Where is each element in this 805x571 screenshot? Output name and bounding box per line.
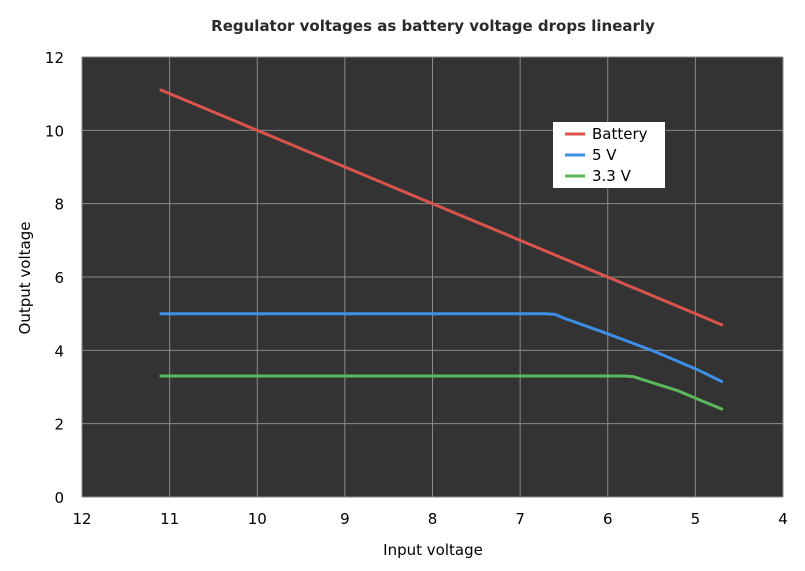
- x-tick-label: 4: [778, 510, 788, 528]
- y-tick-label: 4: [54, 342, 64, 360]
- x-tick-label: 10: [248, 510, 267, 528]
- x-tick-label: 8: [428, 510, 438, 528]
- series-line-battery: [159, 88, 724, 327]
- x-tick-label: 11: [160, 510, 179, 528]
- y-axis-label: Output voltage: [16, 222, 34, 335]
- chart-title: Regulator voltages as battery voltage dr…: [211, 17, 655, 35]
- legend-label: Battery: [592, 125, 648, 143]
- x-tick-label: 7: [515, 510, 525, 528]
- x-tick-label: 6: [603, 510, 613, 528]
- legend-label: 3.3 V: [592, 167, 632, 185]
- y-tick-labels: 0 2 4 6 8 10 12: [45, 49, 64, 507]
- x-tick-label: 5: [691, 510, 701, 528]
- series-line-3-3-v: [159, 374, 724, 411]
- y-tick-label: 10: [45, 122, 64, 140]
- x-tick-labels: 12 11 10 9 8 7 6 5 4: [72, 510, 787, 528]
- y-tick-label: 8: [54, 196, 64, 214]
- x-tick-label: 12: [72, 510, 91, 528]
- series-layer: [159, 88, 724, 411]
- y-tick-label: 2: [54, 416, 64, 434]
- legend-label: 5 V: [592, 146, 617, 164]
- legend: Battery 5 V 3.3 V: [553, 122, 665, 188]
- y-tick-label: 0: [54, 489, 64, 507]
- x-axis-label: Input voltage: [383, 541, 483, 559]
- y-tick-label: 6: [54, 269, 64, 287]
- series-line-5-v: [159, 312, 724, 383]
- x-tick-label: 9: [340, 510, 350, 528]
- y-tick-label: 12: [45, 49, 64, 67]
